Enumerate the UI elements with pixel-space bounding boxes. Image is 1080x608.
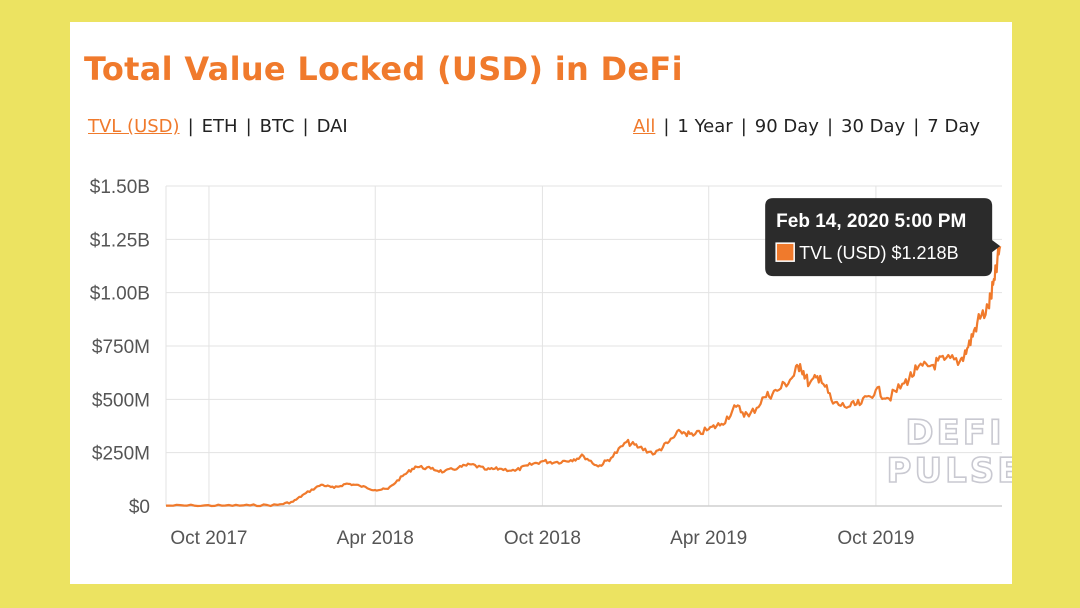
y-tick-label: $250M	[92, 444, 150, 465]
tab-eth[interactable]: ETH	[201, 116, 238, 137]
range-7-day[interactable]: 7 Day	[927, 116, 980, 137]
y-tick-label: $500M	[92, 390, 150, 411]
tooltip-value: TVL (USD) $1.218B	[799, 243, 958, 263]
range-tabs: All | 1 Year | 90 Day | 30 Day | 7 Day	[633, 116, 980, 137]
tvl-chart[interactable]: $0 $250M $500M $750M $1.00B $1.25B $1.50B Oct 2…	[70, 22, 1012, 584]
range-30-day[interactable]: 30 Day	[841, 116, 906, 137]
tab-separator: |	[245, 116, 252, 137]
chart-card: Total Value Locked (USD) in DeFi TVL (US…	[70, 22, 1012, 584]
tab-separator: |	[663, 116, 670, 137]
x-tick-label: Apr 2019	[670, 528, 747, 549]
tab-tvl-usd[interactable]: TVL (USD)	[88, 116, 180, 137]
tab-separator: |	[913, 116, 920, 137]
y-tick-label: $1.50B	[90, 177, 150, 198]
tab-separator: |	[740, 116, 747, 137]
range-1-year[interactable]: 1 Year	[677, 116, 733, 137]
tab-separator: |	[826, 116, 834, 137]
chart-tooltip: Feb 14, 2020 5:00 PM TVL (USD) $1.218B	[765, 198, 1001, 277]
y-tick-label: $1.25B	[90, 230, 150, 251]
x-tick-label: Apr 2018	[337, 528, 414, 549]
x-tick-label: Oct 2018	[504, 528, 581, 549]
range-90-day[interactable]: 90 Day	[754, 116, 819, 137]
range-all[interactable]: All	[633, 116, 656, 137]
tooltip-date: Feb 14, 2020 5:00 PM	[776, 211, 966, 232]
x-tick-label: Oct 2017	[170, 528, 247, 549]
page-title: Total Value Locked (USD) in DeFi	[84, 50, 683, 88]
tvl-series-line	[166, 245, 1002, 508]
tab-btc[interactable]: BTC	[259, 116, 295, 137]
tab-separator: |	[302, 116, 309, 137]
y-tick-label: $750M	[92, 337, 150, 358]
defi-pulse-watermark: PULSE	[887, 451, 1012, 491]
tooltip-background	[765, 198, 1001, 277]
defi-pulse-watermark: DEFI	[905, 413, 1004, 453]
metric-tabs: TVL (USD) | ETH | BTC | DAI	[88, 116, 348, 137]
tooltip-swatch	[775, 242, 795, 262]
y-tick-label: $0	[129, 497, 150, 518]
y-tick-label: $1.00B	[90, 284, 150, 305]
tab-separator: |	[187, 116, 194, 137]
x-tick-label: Oct 2019	[837, 528, 914, 549]
tab-dai[interactable]: DAI	[316, 116, 348, 137]
